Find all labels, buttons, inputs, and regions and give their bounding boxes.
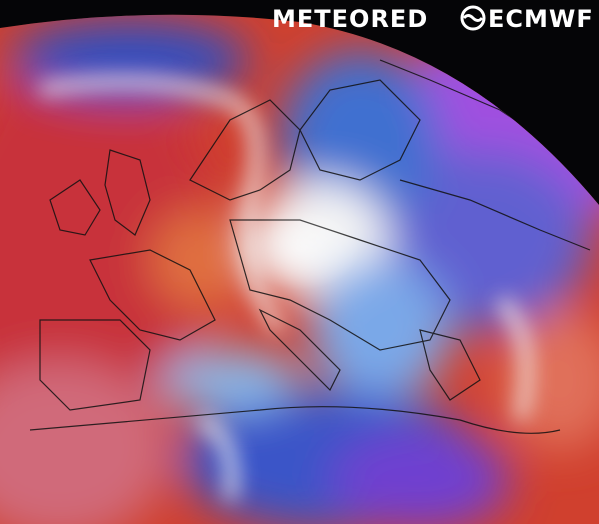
meteored-logo: METEORED: [272, 5, 428, 33]
ecmwf-logo: ECMWF: [488, 5, 594, 33]
ecmwf-logo-icon: [460, 5, 486, 31]
